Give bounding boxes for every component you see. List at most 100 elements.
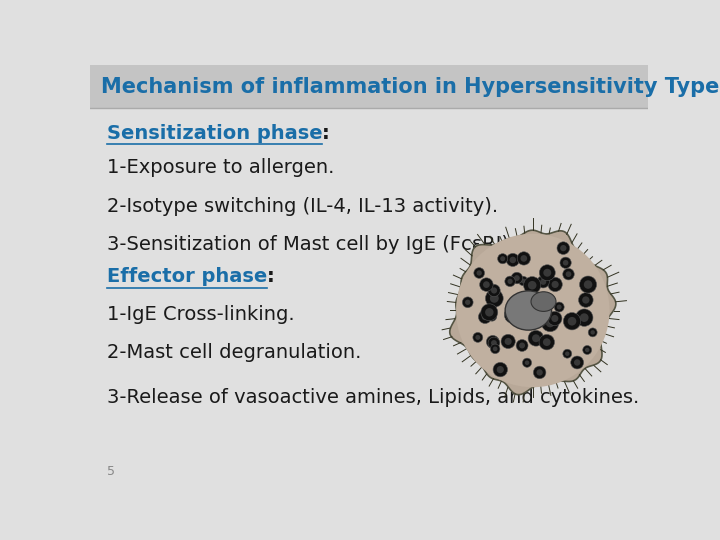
Text: 2-Mast cell degranulation.: 2-Mast cell degranulation. bbox=[107, 343, 361, 362]
Circle shape bbox=[574, 359, 580, 366]
Text: :: : bbox=[267, 267, 275, 286]
Ellipse shape bbox=[505, 291, 552, 330]
Circle shape bbox=[582, 346, 592, 354]
Circle shape bbox=[552, 281, 559, 288]
Circle shape bbox=[490, 339, 496, 345]
Circle shape bbox=[487, 312, 497, 321]
FancyBboxPatch shape bbox=[90, 65, 648, 109]
Circle shape bbox=[563, 313, 580, 330]
Circle shape bbox=[477, 271, 482, 276]
Circle shape bbox=[541, 314, 559, 332]
Circle shape bbox=[560, 257, 571, 268]
Circle shape bbox=[575, 309, 593, 326]
Circle shape bbox=[490, 314, 495, 319]
Text: 3-Sensitization of Mast cell by IgE (FcεRI).: 3-Sensitization of Mast cell by IgE (Fcε… bbox=[107, 235, 515, 254]
Circle shape bbox=[539, 334, 554, 350]
Circle shape bbox=[485, 308, 493, 316]
Circle shape bbox=[571, 356, 584, 369]
Circle shape bbox=[491, 287, 497, 294]
Circle shape bbox=[565, 352, 570, 356]
Circle shape bbox=[475, 335, 480, 340]
Circle shape bbox=[498, 254, 508, 264]
Text: 1-IgE Cross-linking.: 1-IgE Cross-linking. bbox=[107, 305, 294, 324]
Circle shape bbox=[554, 302, 564, 312]
Circle shape bbox=[582, 296, 590, 303]
Circle shape bbox=[474, 268, 485, 278]
Circle shape bbox=[488, 337, 500, 349]
Circle shape bbox=[519, 342, 525, 348]
Circle shape bbox=[525, 360, 529, 365]
Circle shape bbox=[483, 281, 490, 288]
Text: 5: 5 bbox=[107, 465, 114, 478]
Circle shape bbox=[456, 234, 610, 387]
Circle shape bbox=[516, 340, 528, 352]
Circle shape bbox=[517, 252, 531, 265]
Circle shape bbox=[528, 330, 544, 346]
Circle shape bbox=[518, 276, 528, 286]
Circle shape bbox=[500, 256, 505, 261]
Circle shape bbox=[588, 328, 597, 337]
Circle shape bbox=[590, 330, 595, 335]
Text: 3-Release of vasoactive amines, Lipids, and cytokines.: 3-Release of vasoactive amines, Lipids, … bbox=[107, 388, 639, 407]
Circle shape bbox=[548, 277, 562, 292]
Circle shape bbox=[552, 315, 559, 322]
Circle shape bbox=[540, 279, 546, 285]
Circle shape bbox=[493, 362, 508, 377]
Circle shape bbox=[523, 276, 541, 294]
Circle shape bbox=[510, 303, 514, 308]
Circle shape bbox=[563, 268, 575, 280]
Circle shape bbox=[473, 333, 483, 342]
Circle shape bbox=[505, 276, 516, 287]
Circle shape bbox=[521, 279, 526, 284]
Text: 1-Exposure to allergen.: 1-Exposure to allergen. bbox=[107, 158, 334, 178]
Circle shape bbox=[566, 271, 572, 277]
Circle shape bbox=[584, 280, 593, 289]
Circle shape bbox=[506, 253, 519, 267]
Circle shape bbox=[505, 338, 512, 345]
Polygon shape bbox=[450, 230, 616, 395]
Circle shape bbox=[480, 278, 493, 292]
Circle shape bbox=[497, 366, 504, 373]
Circle shape bbox=[557, 242, 570, 254]
Circle shape bbox=[578, 293, 593, 307]
Circle shape bbox=[548, 312, 562, 326]
Circle shape bbox=[491, 340, 497, 346]
Circle shape bbox=[486, 335, 499, 348]
Text: :: : bbox=[323, 124, 330, 143]
Circle shape bbox=[504, 306, 521, 323]
Text: Effector phase: Effector phase bbox=[107, 267, 267, 286]
Circle shape bbox=[514, 275, 520, 281]
Circle shape bbox=[532, 334, 540, 342]
Circle shape bbox=[585, 348, 590, 352]
Circle shape bbox=[465, 300, 470, 305]
Circle shape bbox=[546, 319, 554, 327]
Text: Mechanism of inflammation in Hypersensitivity Type I:: Mechanism of inflammation in Hypersensit… bbox=[101, 77, 720, 97]
Ellipse shape bbox=[531, 292, 556, 312]
Circle shape bbox=[563, 260, 568, 266]
Circle shape bbox=[481, 304, 498, 321]
Circle shape bbox=[508, 310, 517, 319]
Circle shape bbox=[482, 314, 488, 320]
Circle shape bbox=[539, 265, 555, 281]
Circle shape bbox=[544, 269, 552, 276]
Text: 2-Isotype switching (IL-4, IL-13 activity).: 2-Isotype switching (IL-4, IL-13 activit… bbox=[107, 197, 498, 215]
Circle shape bbox=[580, 313, 589, 322]
Circle shape bbox=[523, 358, 531, 367]
Circle shape bbox=[511, 272, 523, 284]
Circle shape bbox=[528, 281, 536, 289]
Circle shape bbox=[508, 279, 513, 284]
Circle shape bbox=[521, 255, 527, 262]
Circle shape bbox=[567, 317, 576, 326]
Circle shape bbox=[534, 366, 546, 379]
Circle shape bbox=[510, 256, 516, 263]
Circle shape bbox=[462, 297, 473, 308]
Circle shape bbox=[580, 276, 597, 293]
Circle shape bbox=[490, 294, 499, 303]
Circle shape bbox=[501, 334, 516, 348]
Circle shape bbox=[536, 369, 543, 376]
Circle shape bbox=[543, 338, 551, 346]
Circle shape bbox=[490, 344, 500, 354]
Circle shape bbox=[478, 310, 492, 323]
Circle shape bbox=[485, 289, 503, 307]
Circle shape bbox=[537, 275, 549, 288]
